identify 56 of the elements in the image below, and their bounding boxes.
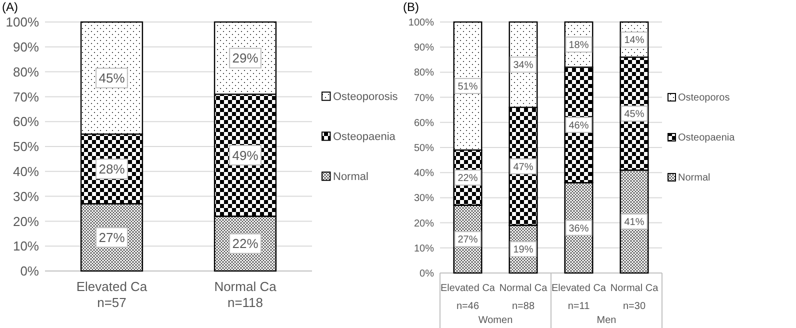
x-tick-label: Elevated Ca n=46 [440, 283, 496, 312]
legend-label: Normal [678, 172, 710, 184]
y-tick-label: 60% [414, 118, 434, 129]
x-tick-label: Normal Ca n=118 [214, 279, 278, 310]
y-tick-label: 60% [12, 114, 40, 130]
chart-title: (B) [403, 0, 419, 14]
chart-title: (A) [2, 0, 18, 14]
data-label: 22% [458, 173, 478, 184]
legend-label: Osteopaenia [333, 130, 396, 143]
data-label: 29% [232, 50, 259, 66]
data-label: 41% [624, 217, 644, 228]
y-tick-label: 90% [414, 42, 434, 54]
legend-label: Osteoporos [678, 92, 730, 104]
data-label: 27% [98, 230, 126, 245]
y-tick-label: 90% [12, 39, 40, 54]
y-tick-label: 100% [408, 18, 434, 28]
y-tick-label: 10% [414, 243, 434, 254]
y-tick-label: 20% [414, 218, 434, 230]
data-label: 18% [568, 40, 589, 52]
data-label: 14% [624, 35, 644, 46]
y-tick-label: 50% [12, 139, 40, 154]
y-tick-label: 30% [414, 193, 434, 204]
y-tick-label: 40% [12, 164, 40, 179]
x-tick-label: Normal Ca n=30 [610, 283, 659, 312]
data-label: 22% [232, 236, 259, 252]
data-label: 51% [458, 82, 478, 93]
y-tick-label: 10% [12, 238, 40, 254]
y-tick-label: 70% [414, 92, 434, 104]
x-tick-label: Elevated Ca n=11 [552, 283, 606, 312]
y-tick-label: 50% [414, 143, 434, 154]
data-label: 45% [624, 109, 644, 120]
text: Men [596, 315, 616, 326]
data-label: 36% [568, 223, 589, 234]
y-tick-label: 0% [420, 268, 434, 280]
data-label: 19% [513, 244, 534, 256]
legend-label: Osteoporosis [333, 90, 398, 103]
y-tick-label: 80% [12, 64, 40, 80]
y-tick-label: 100% [6, 14, 40, 30]
y-tick-label: 40% [414, 168, 434, 180]
y-tick-label: 80% [414, 68, 434, 79]
y-tick-label: 20% [12, 214, 40, 229]
data-label: 34% [513, 60, 534, 72]
data-label: 27% [458, 234, 478, 246]
data-label: 49% [232, 148, 259, 163]
data-label: 46% [568, 120, 589, 132]
legend-label: Normal [333, 170, 368, 183]
data-label: 28% [98, 161, 126, 176]
y-tick-label: 30% [12, 188, 40, 204]
data-label: 45% [98, 70, 126, 86]
x-tick-label: Normal Ca n=88 [499, 283, 548, 312]
legend-label: Osteopaenia [678, 132, 736, 144]
x-tick-label: Elevated Ca n=57 [76, 279, 148, 310]
y-tick-label: 0% [20, 264, 40, 279]
text: Women [478, 315, 513, 326]
y-tick-label: 70% [12, 89, 40, 104]
data-label: 47% [513, 162, 534, 173]
